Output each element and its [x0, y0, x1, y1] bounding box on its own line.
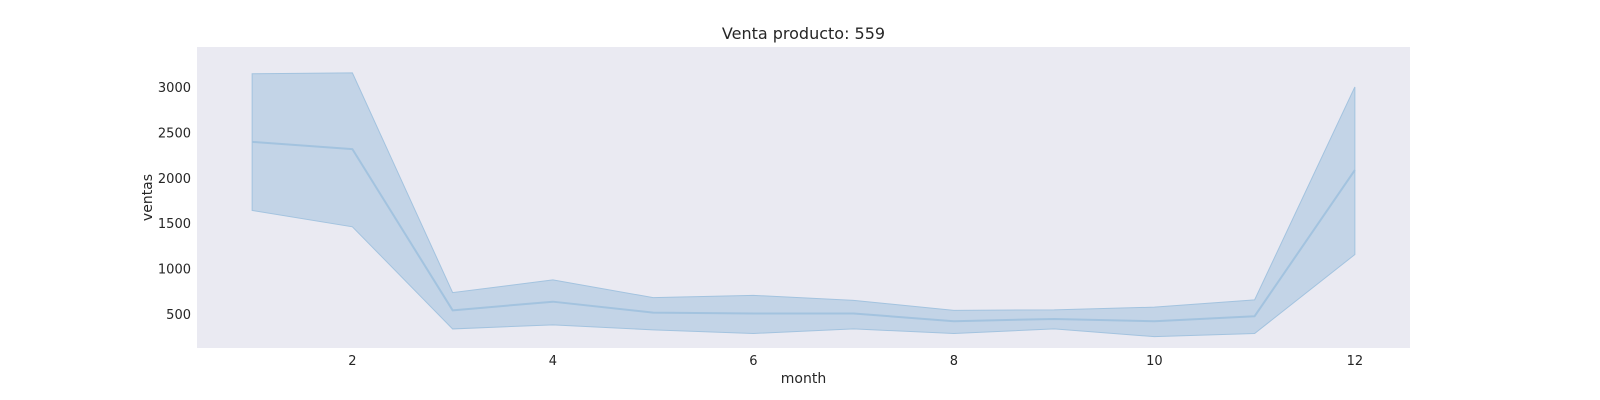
x-tick-label: 6	[749, 354, 757, 369]
x-tick-label: 10	[1146, 354, 1163, 369]
y-tick-label: 1000	[158, 263, 191, 278]
x-axis-label: month	[781, 371, 826, 387]
y-tick-label: 2500	[158, 126, 191, 141]
series-line	[252, 140, 1356, 323]
y-tick-labels: 500 1000 1500 2000 2500 3000	[158, 81, 191, 323]
x-tick-label: 4	[549, 354, 557, 369]
chart-title: Venta producto: 559	[722, 24, 885, 43]
y-tick-label: 3000	[158, 81, 191, 96]
y-axis-label: ventas	[140, 174, 156, 221]
series-line-layer	[252, 140, 1356, 323]
y-tick-label: 500	[166, 308, 191, 323]
y-tick-label: 2000	[158, 172, 191, 187]
x-tick-label: 8	[950, 354, 958, 369]
confidence-band	[251, 72, 1356, 338]
y-tick-label: 1500	[158, 217, 191, 232]
x-tick-labels: 2 4 6 8 10 12	[348, 354, 1363, 369]
x-tick-label: 12	[1347, 354, 1364, 369]
x-tick-label: 2	[348, 354, 356, 369]
confidence-band-layer	[251, 72, 1356, 338]
